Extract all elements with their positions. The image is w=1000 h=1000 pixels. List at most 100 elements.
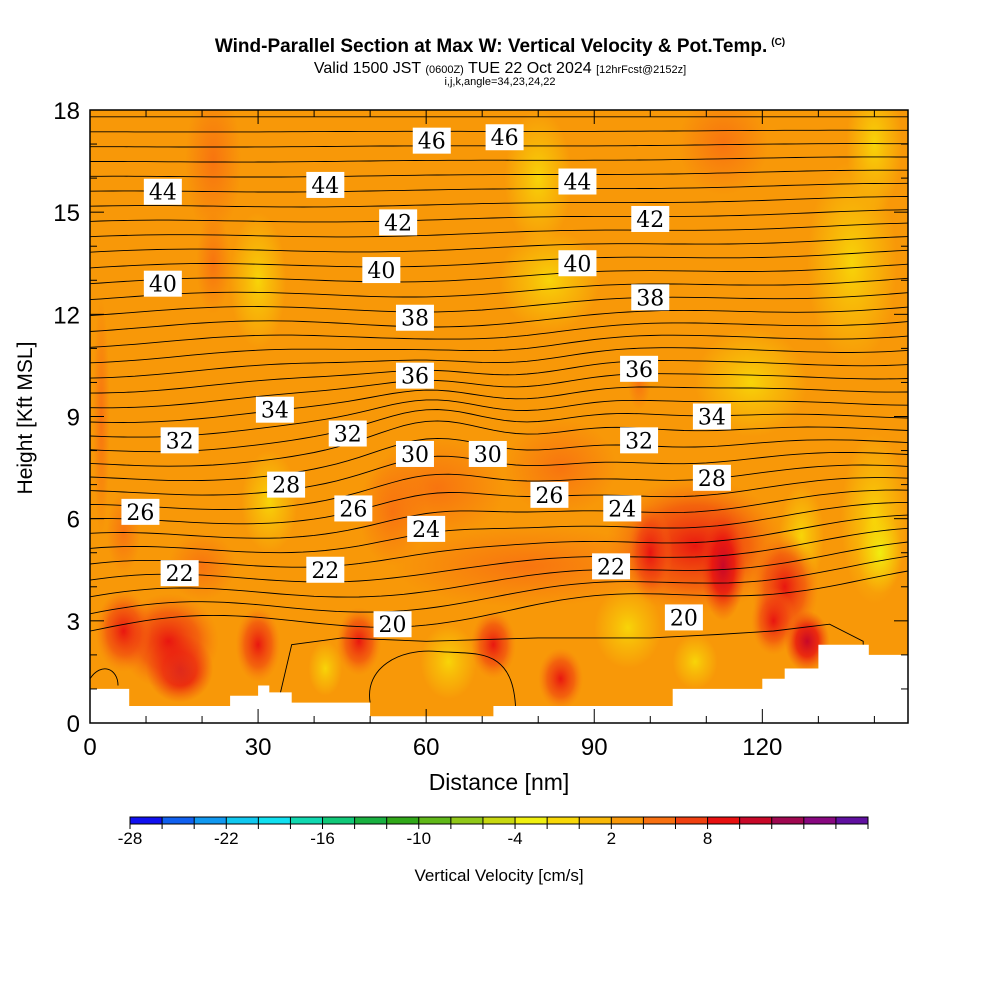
velocity-blob-27: [235, 607, 281, 683]
colorbar-swatch: [290, 817, 323, 824]
theta-contour: [90, 570, 908, 632]
contour-label-box: [395, 304, 434, 331]
contour-label: 46: [485, 124, 524, 151]
contour-label-box: [160, 560, 199, 587]
theta-contour: [90, 277, 908, 301]
colorbar-swatch: [643, 817, 676, 824]
contour-label-text: 20: [379, 613, 407, 638]
theta-contour: [90, 541, 908, 598]
contour-label-box: [631, 284, 670, 311]
x-tick-label: 60: [413, 734, 440, 761]
contour-label-box: [603, 495, 642, 522]
theta-contour: [90, 306, 908, 332]
valid-time: Valid 1500 JST: [313, 60, 421, 77]
colorbar-swatch: [322, 817, 355, 824]
theta-contour: [90, 489, 908, 539]
theta-contour: [90, 196, 908, 208]
forecast-tag: [12hrFcst@2152z]: [596, 64, 687, 76]
contour-label: 38: [395, 304, 434, 332]
velocity-blob-29: [751, 586, 796, 655]
theta-contour: [90, 399, 908, 438]
contour-label: 24: [407, 515, 446, 543]
contour-label-box: [306, 556, 345, 583]
contour-label: 32: [160, 427, 199, 454]
contour-label-text: 24: [608, 497, 636, 522]
theta-contour-low: [280, 623, 864, 693]
contour-label-text: 24: [412, 518, 440, 543]
y-tick-label: 18: [53, 98, 80, 125]
contour-label-text: 46: [418, 130, 446, 155]
contour-label-box: [631, 205, 670, 232]
contour-label-box: [412, 127, 451, 154]
contour-label-text: 22: [311, 559, 339, 584]
contour-label: 28: [692, 464, 731, 492]
colorbar-swatch: [450, 817, 484, 824]
contour-label-box: [373, 611, 412, 638]
contour-label-box: [664, 604, 703, 631]
contour-label: 22: [306, 556, 345, 584]
colorbar-swatch: [835, 817, 869, 824]
contour-label: 26: [530, 481, 569, 509]
contour-label-text: 28: [272, 474, 300, 499]
colorbar-tick-label: -28: [118, 829, 143, 848]
valid-utc: (0600Z): [425, 64, 464, 76]
contour-label-text: 32: [334, 423, 362, 448]
colorbar-tick-label: -16: [310, 829, 335, 848]
colorbar-swatch: [771, 817, 805, 824]
theta-contour: [90, 263, 908, 285]
y-tick-label: 9: [67, 405, 80, 432]
valid-time-line: Valid 1500 JST (0600Z) TUE 22 Oct 2024 […: [0, 60, 1000, 78]
theta-contour: [90, 222, 908, 238]
contour-label: 44: [306, 171, 345, 199]
contour-label-text: 22: [597, 555, 625, 580]
colorbar-swatch: [162, 817, 195, 824]
contour-label: 26: [334, 495, 373, 522]
contour-label-box: [334, 495, 373, 522]
colorbar-swatch: [611, 817, 644, 824]
velocity-blob-33: [336, 607, 382, 676]
theta-contour: [90, 292, 908, 317]
contour-label-box: [692, 403, 731, 430]
contour-label-text: 32: [625, 429, 653, 454]
colorbar-swatch: [707, 817, 740, 824]
contour-label-text: 44: [149, 181, 177, 206]
colorbar-swatch: [515, 817, 548, 824]
colorbar-swatch: [258, 817, 291, 824]
contour-label-box: [362, 257, 401, 284]
x-tick-label: 120: [742, 734, 782, 761]
y-tick-label: 6: [67, 507, 80, 534]
theta-contour: [90, 334, 908, 364]
contour-label-text: 36: [625, 358, 653, 383]
velocity-blob-8: [499, 229, 600, 332]
theta-contour: [90, 182, 908, 193]
colorbar-swatch: [739, 817, 773, 824]
colorbar-swatch: [226, 817, 259, 824]
copyright-mark: (C): [771, 37, 786, 48]
velocity-blob-7: [230, 212, 287, 349]
y-axis-label: Height [Kft MSL]: [14, 342, 37, 495]
theta-contour: [90, 501, 908, 554]
grid-indices: i,j,k,angle=34,23,24,22: [444, 76, 556, 88]
colorbar-swatch: [354, 817, 387, 824]
theta-contour-low: [90, 668, 119, 686]
y-tick-label: 15: [53, 200, 80, 227]
contour-label-box: [395, 362, 434, 389]
contour-label: 40: [143, 270, 182, 298]
contour-label-box: [558, 250, 597, 277]
contour-label: 22: [592, 553, 631, 580]
velocity-blob-0: [185, 110, 242, 236]
contour-label: 22: [160, 560, 199, 587]
title-text: Wind-Parallel Section at Max W: Vertical…: [214, 36, 768, 57]
contour-label-text: 30: [474, 443, 502, 468]
colorbar-swatch: [803, 817, 837, 824]
velocity-blob-35: [672, 634, 718, 689]
colorbar-swatch: [547, 817, 580, 824]
contour-label-box: [255, 396, 294, 423]
contour-label-text: 34: [698, 406, 726, 431]
contour-label-box: [530, 481, 569, 508]
contour-label-box: [143, 270, 182, 297]
contour-label: 46: [412, 127, 451, 155]
